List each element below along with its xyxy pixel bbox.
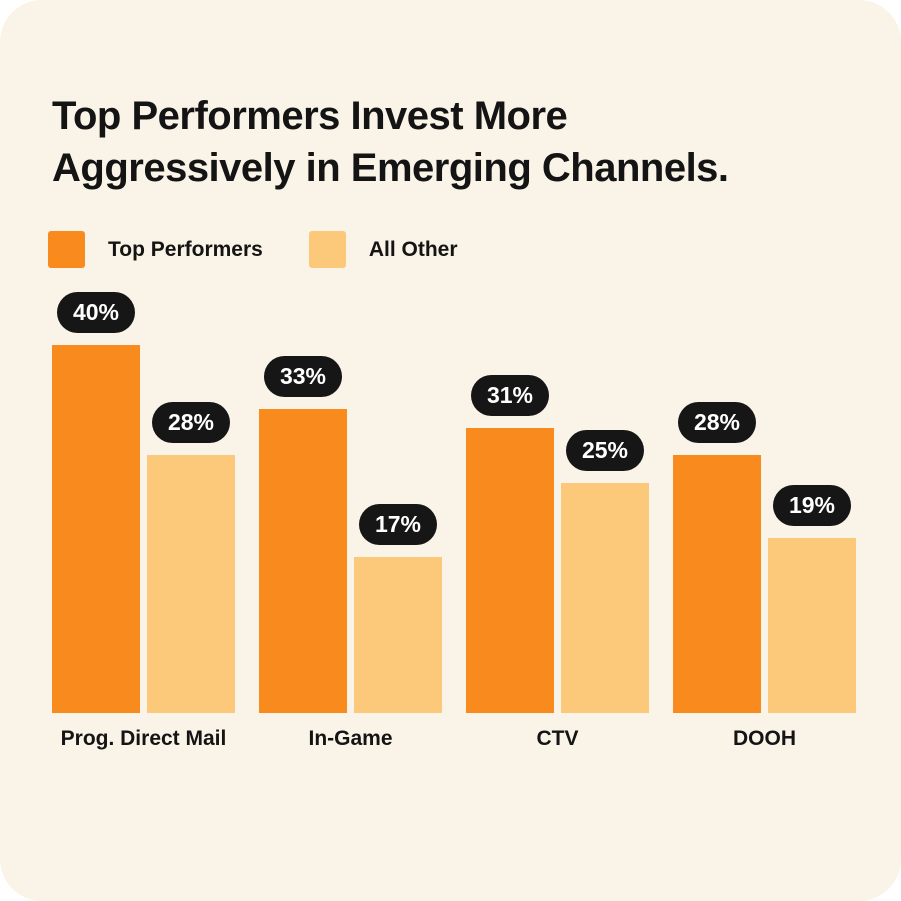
- bar-pair: 33% 17%: [259, 295, 442, 713]
- bar-column: 40%: [52, 292, 140, 713]
- bar: [768, 538, 856, 713]
- bar: [52, 345, 140, 713]
- legend-swatch-all-other: [308, 231, 346, 268]
- value-label-pill: 17%: [358, 504, 438, 545]
- legend-label-all-other: All Other: [368, 237, 458, 261]
- bar-column: 25%: [561, 430, 649, 713]
- bar-pair: 31% 25%: [466, 295, 649, 713]
- bar-column: 19%: [768, 485, 856, 713]
- bar-pair: 28% 19%: [673, 295, 856, 713]
- bar: [466, 428, 554, 713]
- bar-chart: 40% 28% Prog. Direct Mail 33% 17% In-Game 31% 2…: [52, 292, 856, 751]
- legend: Top Performers All Other: [48, 231, 458, 268]
- legend-item-all-other: All Other: [308, 231, 458, 268]
- bar: [561, 483, 649, 713]
- value-label-pill: 33%: [263, 356, 343, 397]
- legend-label-top-performers: Top Performers: [108, 237, 263, 261]
- legend-swatch-top-performers: [48, 231, 85, 268]
- bar-group: 31% 25% CTV: [466, 295, 649, 751]
- category-label: In-Game: [308, 727, 393, 750]
- value-label-pill: 25%: [565, 430, 645, 471]
- bar-group: 33% 17% In-Game: [259, 295, 442, 751]
- bar: [147, 455, 235, 713]
- value-label-pill: 31%: [470, 375, 550, 416]
- bar-group: 40% 28% Prog. Direct Mail: [52, 292, 235, 751]
- category-label: DOOH: [733, 727, 796, 750]
- bar-column: 31%: [466, 375, 554, 713]
- bar: [673, 455, 761, 713]
- chart-title: Top Performers Invest More Aggressively …: [52, 94, 729, 190]
- bar-column: 17%: [354, 504, 442, 713]
- legend-item-top-performers: Top Performers: [48, 231, 263, 268]
- bar-column: 28%: [147, 402, 235, 713]
- bar-group: 28% 19% DOOH: [673, 295, 856, 751]
- category-label: CTV: [536, 727, 579, 750]
- category-label: Prog. Direct Mail: [60, 727, 227, 750]
- bar: [354, 557, 442, 713]
- value-label-pill: 28%: [677, 402, 757, 443]
- value-label-pill: 28%: [151, 402, 231, 443]
- value-label-pill: 19%: [772, 485, 852, 526]
- value-label-pill: 40%: [56, 292, 136, 333]
- bar-column: 33%: [259, 356, 347, 713]
- bar-column: 28%: [673, 402, 761, 713]
- bar-pair: 40% 28%: [52, 292, 235, 713]
- bar: [259, 409, 347, 713]
